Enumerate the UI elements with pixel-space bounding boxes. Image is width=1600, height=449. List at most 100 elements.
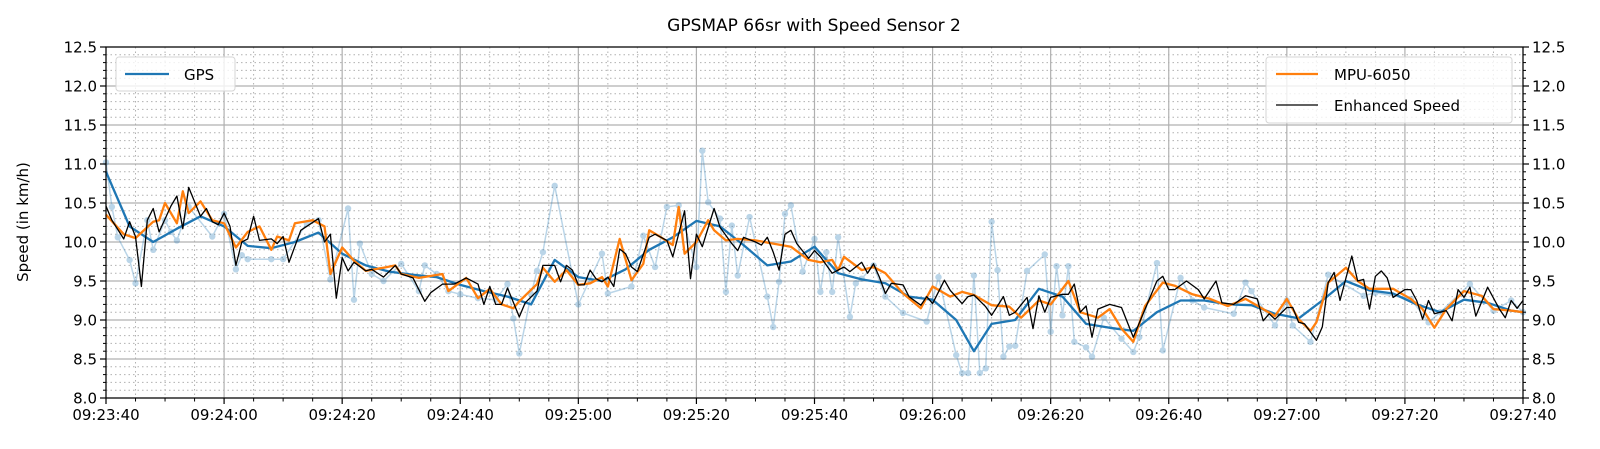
x-tick-label: 09:23:40 <box>72 406 139 424</box>
gps-raw-point <box>734 272 741 279</box>
gps-raw-point <box>994 266 1001 274</box>
gps-raw-point <box>1118 335 1125 342</box>
y-tick-label-right: 8.0 <box>1532 390 1556 408</box>
gps-raw-point <box>1248 287 1255 295</box>
x-tick-label: 09:26:40 <box>1135 406 1202 424</box>
gps-raw-point <box>150 246 157 253</box>
gps-raw-point <box>457 291 464 298</box>
gps-raw-point <box>173 237 181 244</box>
y-tick-label-left: 11.0 <box>64 156 97 174</box>
y-axis-label: Speed (in km/h) <box>14 162 32 282</box>
x-tick-label: 09:24:00 <box>190 406 257 424</box>
gps-raw-point <box>398 260 405 268</box>
gps-raw-point <box>1177 274 1184 282</box>
gps-raw-point <box>1136 333 1143 341</box>
chart-title: GPSMAP 66sr with Speed Sensor 2 <box>667 16 961 36</box>
x-tick-label: 09:27:40 <box>1489 406 1556 424</box>
y-tick-label-right: 10.5 <box>1532 195 1565 213</box>
gps-raw-point <box>1159 347 1167 354</box>
gps-raw-point <box>1230 310 1237 317</box>
y-tick-label-right: 8.5 <box>1532 351 1556 369</box>
y-tick-label-left: 8.5 <box>73 351 97 369</box>
gps-raw-point <box>232 266 240 273</box>
gps-raw-point <box>604 290 612 297</box>
gps-raw-point <box>746 213 753 221</box>
x-tick-label: 09:27:20 <box>1371 406 1438 424</box>
x-tick-label: 09:25:20 <box>663 406 730 424</box>
gps-raw-point <box>953 351 960 359</box>
gps-raw-point <box>516 350 523 357</box>
y-tick-label-left: 9.5 <box>73 273 97 291</box>
gps-raw-point <box>368 270 375 278</box>
gps-raw-point <box>651 263 659 271</box>
x-tick-label: 09:27:00 <box>1253 406 1320 424</box>
gps-raw-point <box>640 232 647 239</box>
y-tick-label-left: 9.0 <box>73 312 97 330</box>
y-tick-label-right: 10.0 <box>1532 234 1565 252</box>
legend-label-mpu: MPU-6050 <box>1334 66 1411 84</box>
legend-gps: GPS <box>115 56 236 92</box>
gps-raw-point <box>598 250 606 257</box>
gps-raw-point <box>811 235 818 243</box>
gps-raw-point <box>126 256 133 264</box>
gps-raw-point <box>350 296 358 303</box>
gps-raw-point <box>834 234 842 241</box>
gps-raw-point <box>935 273 942 281</box>
legend-sensors: MPU-6050 Enhanced Speed <box>1265 56 1513 124</box>
gps-raw-point <box>510 315 517 322</box>
y-tick-label-left: 8.0 <box>73 390 97 408</box>
gps-raw-point <box>1088 353 1096 360</box>
gps-raw-point <box>829 288 836 296</box>
gps-raw-point <box>1360 292 1367 300</box>
gps-raw-point <box>823 248 830 256</box>
gps-raw-point <box>356 240 364 247</box>
gps-raw-point <box>1242 279 1249 286</box>
gps-raw-point <box>327 276 334 283</box>
gps-raw-point <box>852 280 860 287</box>
gps-raw-point <box>279 255 287 263</box>
gps-raw-point <box>533 267 541 275</box>
gps-raw-point <box>817 288 824 296</box>
gps-raw-point <box>344 205 352 212</box>
gps-raw-point <box>1065 262 1072 270</box>
x-tick-label: 09:26:20 <box>1017 406 1084 424</box>
y-tick-label-left: 12.5 <box>64 39 97 57</box>
gps-raw-point <box>958 369 966 377</box>
mpu-6050-line <box>105 190 1524 343</box>
gps-raw-point <box>1071 338 1078 346</box>
gps-raw-point <box>1289 322 1296 329</box>
gps-raw-point <box>1041 251 1048 258</box>
gps-raw-point <box>1000 353 1007 360</box>
minor-grid <box>106 47 1523 398</box>
gps-raw-point <box>1153 259 1161 267</box>
gps-raw-point <box>1047 328 1054 335</box>
gps-raw-point <box>964 369 972 377</box>
gps-raw-point <box>575 301 582 308</box>
gps-raw-point <box>1082 344 1090 351</box>
y-tick-label-right: 9.0 <box>1532 312 1556 330</box>
gps-raw-point <box>1271 322 1279 329</box>
y-tick-label-left: 10.0 <box>64 234 97 252</box>
gps-raw-point <box>663 203 671 211</box>
gps-raw-point <box>628 283 635 290</box>
gps-raw-point <box>970 272 978 279</box>
y-tick-label-left: 11.5 <box>64 117 97 135</box>
gps-raw-point <box>799 268 806 275</box>
enhanced-speed-line <box>105 186 1524 341</box>
gps-raw-point <box>846 313 854 321</box>
gps-raw-point <box>1053 262 1060 270</box>
gps-raw-point <box>108 203 116 211</box>
y-tick-label-left: 12.0 <box>64 78 97 96</box>
gps-raw-point <box>1100 314 1108 321</box>
gps-raw-point <box>209 233 216 240</box>
gps-raw-point <box>722 288 730 296</box>
gps-raw-point <box>693 263 700 271</box>
y-tick-label-right: 9.5 <box>1532 273 1556 291</box>
gps-raw-point <box>882 293 889 300</box>
y-tick-label-right: 11.0 <box>1532 156 1565 174</box>
gps-raw-point <box>728 222 736 229</box>
gps-raw-point <box>380 277 387 285</box>
legend-label-gps: GPS <box>184 66 214 84</box>
gps-raw-point <box>764 293 771 300</box>
gps-raw-point <box>132 280 139 287</box>
